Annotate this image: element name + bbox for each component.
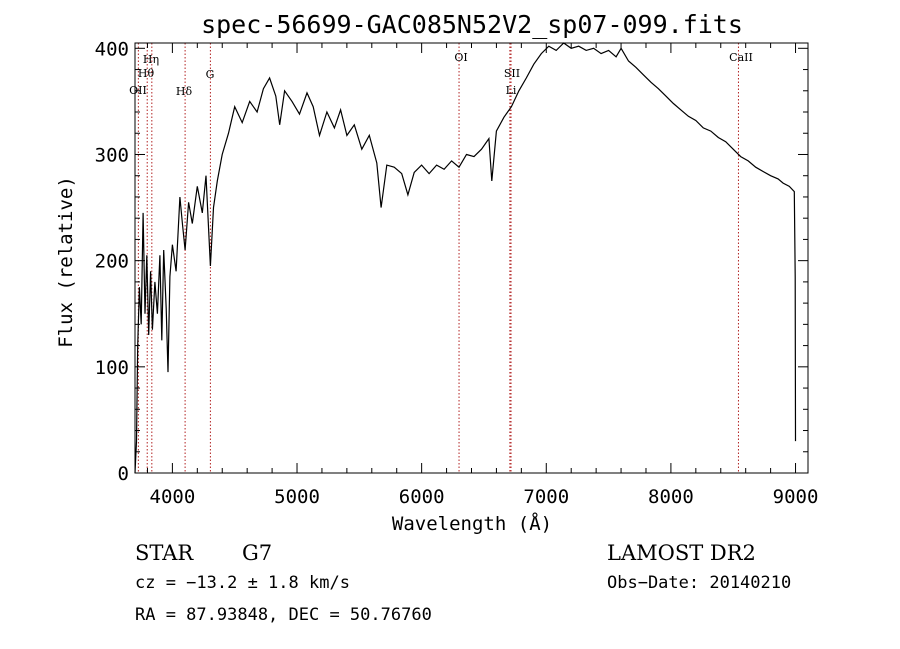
x-tick-label: 6000 — [399, 486, 445, 508]
x-axis-ticks: 4000 5000 6000 7000 8000 9000 — [146, 43, 819, 508]
y-tick-label: 400 — [95, 38, 129, 60]
x-axis-label: Wavelength (Å) — [392, 512, 552, 535]
x-tick-label: 8000 — [648, 486, 694, 508]
x-tick-label: 4000 — [150, 486, 196, 508]
x-tick-label: 5000 — [274, 486, 320, 508]
object-subclass: G7 — [242, 541, 272, 565]
spectral-line-label: CaII — [729, 51, 753, 64]
spectral-line-label: Hθ — [138, 67, 155, 80]
y-tick-label: 0 — [118, 463, 129, 485]
x-tick-label: 9000 — [773, 486, 819, 508]
x-tick-label: 7000 — [523, 486, 569, 508]
y-axis-ticks: 0 100 200 300 400 — [95, 38, 808, 485]
spectral-line-label: OI — [454, 51, 467, 64]
spectral-line-label: G — [206, 68, 215, 81]
spectral-line-label: Hδ — [176, 85, 193, 98]
y-tick-label: 200 — [95, 251, 129, 273]
chart-title: spec-56699-GAC085N52V2_sp07-099.fits — [201, 10, 743, 39]
spectral-line-markers — [137, 43, 739, 473]
y-tick-label: 100 — [95, 357, 129, 379]
spectral-line-label: SII — [504, 67, 520, 80]
redshift-velocity: cz = −13.2 ± 1.8 km/s — [135, 573, 350, 593]
spectral-line-label: Hη — [143, 53, 159, 66]
spectrum-series-line — [134, 42, 797, 474]
spectral-line-label: Li — [506, 84, 517, 97]
y-axis-label: Flux (relative) — [55, 176, 77, 348]
plot-frame — [134, 42, 809, 474]
sky-coordinates: RA = 87.93848, DEC = 50.76760 — [135, 605, 432, 625]
object-class: STAR — [135, 541, 194, 565]
observation-date: Obs−Date: 20140210 — [607, 573, 791, 593]
y-tick-label: 300 — [95, 144, 129, 166]
survey-name: LAMOST DR2 — [607, 541, 756, 565]
